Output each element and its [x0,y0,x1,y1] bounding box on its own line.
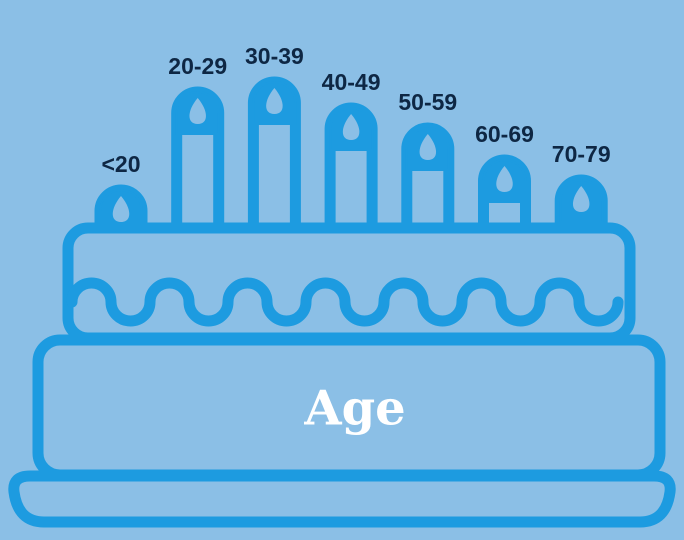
category-label: 50-59 [398,89,457,115]
category-label: 60-69 [475,121,534,147]
category-label: 30-39 [245,43,304,69]
flame [419,134,437,160]
flame [572,186,590,212]
flame [496,166,513,192]
flame [266,88,283,114]
category-label: 70-79 [552,141,611,167]
flame [189,98,206,124]
flame [112,196,130,222]
category-label: 40-49 [322,69,381,95]
flame [342,114,360,140]
chart-title: Age [303,381,405,437]
candles: <20 20-29 30-39 40-49 50-59 60-69 70-79 [94,43,611,233]
category-label: <20 [101,151,140,177]
category-label: 20-29 [168,53,227,79]
plate [8,470,676,528]
icing-wave [66,277,624,327]
